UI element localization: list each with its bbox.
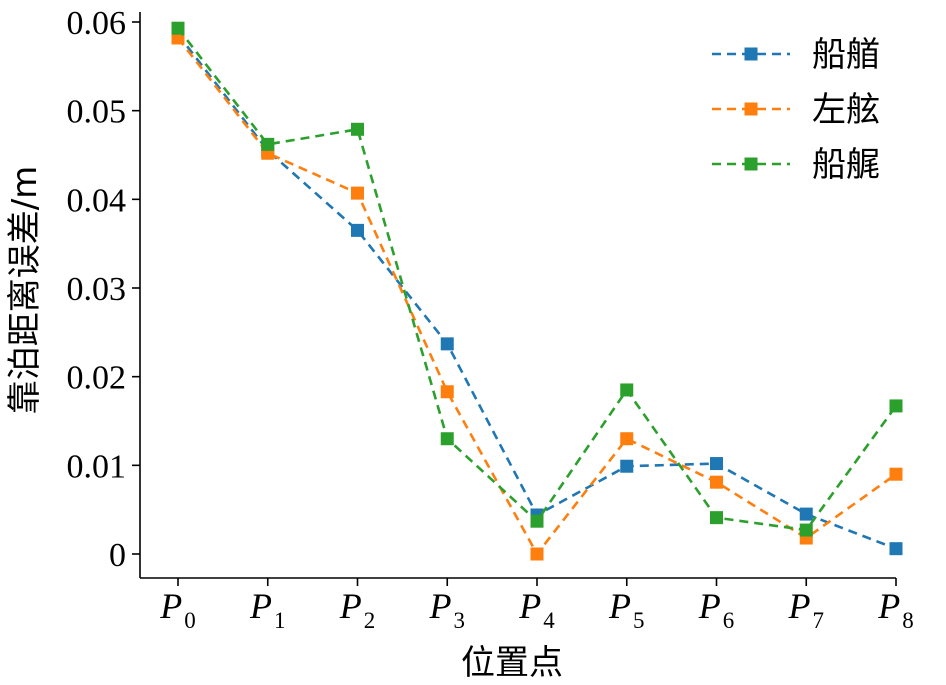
series-1 (171, 27, 903, 556)
x-tick-label: P3 (429, 586, 466, 633)
data-point (710, 475, 723, 489)
y-tick-label: 0.04 (67, 182, 127, 219)
y-tick-label: 0.03 (67, 271, 127, 308)
x-tick-label: P5 (608, 586, 645, 633)
data-point (530, 514, 544, 528)
legend-item: 船艏 (712, 35, 880, 75)
data-point (261, 137, 275, 151)
data-point (440, 385, 454, 399)
series-line (176, 27, 898, 532)
data-point (171, 21, 185, 35)
data-point (710, 457, 723, 471)
data-point (440, 337, 454, 351)
x-axis-title: 位置点 (461, 643, 563, 683)
data-point (799, 523, 813, 537)
x-tick-label: P6 (698, 586, 735, 633)
series-3 (171, 21, 903, 537)
y-tick-label: 0 (109, 537, 126, 574)
y-tick-label: 0.02 (67, 360, 127, 397)
data-point (351, 186, 364, 200)
data-point (889, 467, 903, 481)
data-point (620, 432, 634, 446)
data-point (351, 122, 364, 136)
data-point (710, 511, 723, 525)
series-line (176, 33, 897, 550)
data-point (530, 547, 544, 561)
legend-label: 左舷 (812, 90, 880, 130)
y-tick-label: 0.05 (67, 94, 127, 131)
data-point (889, 399, 903, 413)
legend-item: 左舷 (712, 90, 880, 130)
x-tick-label: P0 (159, 586, 196, 633)
legend-marker (744, 157, 758, 171)
data-point (620, 383, 634, 397)
legend-item: 船艉 (712, 145, 880, 185)
data-point (889, 542, 903, 556)
legend-marker (744, 47, 758, 61)
series-layer (171, 21, 903, 561)
series-line (176, 37, 897, 557)
data-point (171, 31, 185, 45)
legend-label: 船艉 (812, 145, 880, 185)
x-tick-label: P1 (249, 586, 286, 633)
data-point (351, 223, 364, 237)
legend-label: 船艏 (812, 35, 880, 75)
data-point (799, 507, 813, 521)
x-tick-label: P4 (518, 586, 555, 633)
legend-marker (744, 102, 758, 116)
series-2 (171, 31, 903, 561)
y-ticks: 0 0.01 0.02 0.03 0.04 0.05 0.06 (67, 5, 140, 574)
x-tick-label: P8 (877, 586, 914, 633)
x-tick-label: P7 (788, 586, 825, 633)
x-ticks: P0 P1 P2 P3 P4 P5 P6 P7 P8 (159, 578, 914, 633)
data-point (620, 459, 634, 473)
x-tick-label: P2 (339, 586, 376, 633)
y-tick-label: 0.06 (67, 5, 127, 42)
y-tick-label: 0.01 (67, 448, 127, 485)
axes (139, 12, 896, 579)
data-point (440, 432, 454, 446)
y-axis-title: 靠泊距离误差/m (5, 166, 45, 415)
